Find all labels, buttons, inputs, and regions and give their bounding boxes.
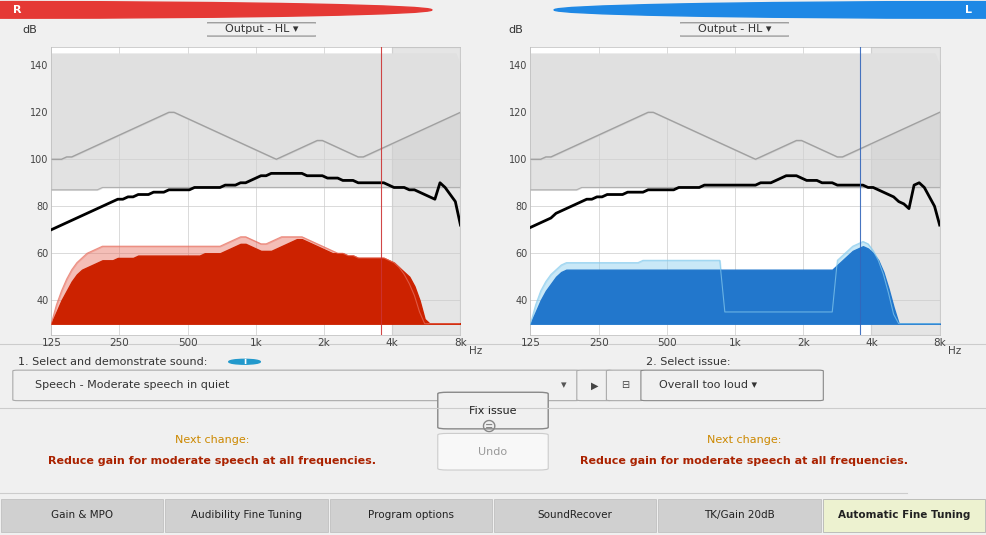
Text: i: i [243,357,246,366]
Bar [392,47,460,335]
FancyBboxPatch shape [205,23,317,36]
FancyBboxPatch shape [822,499,985,532]
FancyBboxPatch shape [1,499,164,532]
Text: Undo: Undo [478,447,508,457]
FancyBboxPatch shape [329,499,492,532]
Text: SoundRecover: SoundRecover [537,510,612,519]
FancyBboxPatch shape [13,370,580,401]
Bar [872,47,940,335]
Text: ▾: ▾ [561,380,567,391]
FancyBboxPatch shape [659,499,820,532]
Text: 1. Select and demonstrate sound:: 1. Select and demonstrate sound: [18,357,207,367]
FancyBboxPatch shape [438,433,548,470]
Text: Output - HL ▾: Output - HL ▾ [225,24,298,34]
FancyBboxPatch shape [166,499,327,532]
FancyBboxPatch shape [641,370,823,401]
FancyBboxPatch shape [678,23,791,36]
Text: Reduce gain for moderate speech at all frequencies.: Reduce gain for moderate speech at all f… [581,456,908,466]
Text: L: L [964,5,972,15]
Text: TK/Gain 20dB: TK/Gain 20dB [704,510,775,519]
Text: Gain & MPO: Gain & MPO [51,510,113,519]
Text: ▶: ▶ [591,380,599,391]
Text: ⊟: ⊟ [621,380,629,391]
Text: dB: dB [508,25,523,35]
Text: Next change:: Next change: [707,434,782,445]
Text: dB: dB [23,25,37,35]
FancyBboxPatch shape [577,370,612,401]
FancyBboxPatch shape [438,392,548,429]
Circle shape [0,2,432,18]
Text: Next change:: Next change: [175,434,249,445]
FancyBboxPatch shape [494,499,657,532]
FancyBboxPatch shape [606,370,644,401]
Circle shape [554,2,986,18]
Text: Fix issue: Fix issue [469,406,517,416]
Text: Hz: Hz [948,346,961,356]
Text: Reduce gain for moderate speech at all frequencies.: Reduce gain for moderate speech at all f… [48,456,376,466]
Text: Hz: Hz [468,346,482,356]
Text: ⊜: ⊜ [480,416,496,435]
Text: Audibility Fine Tuning: Audibility Fine Tuning [191,510,302,519]
Text: R: R [14,5,22,15]
Circle shape [229,360,260,364]
Text: Program options: Program options [368,510,454,519]
Text: Speech - Moderate speech in quiet: Speech - Moderate speech in quiet [35,380,229,391]
Text: Output - HL ▾: Output - HL ▾ [698,24,771,34]
Text: 2. Select issue:: 2. Select issue: [646,357,731,367]
Text: Automatic Fine Tuning: Automatic Fine Tuning [838,510,970,519]
Text: Overall too loud ▾: Overall too loud ▾ [659,380,757,391]
